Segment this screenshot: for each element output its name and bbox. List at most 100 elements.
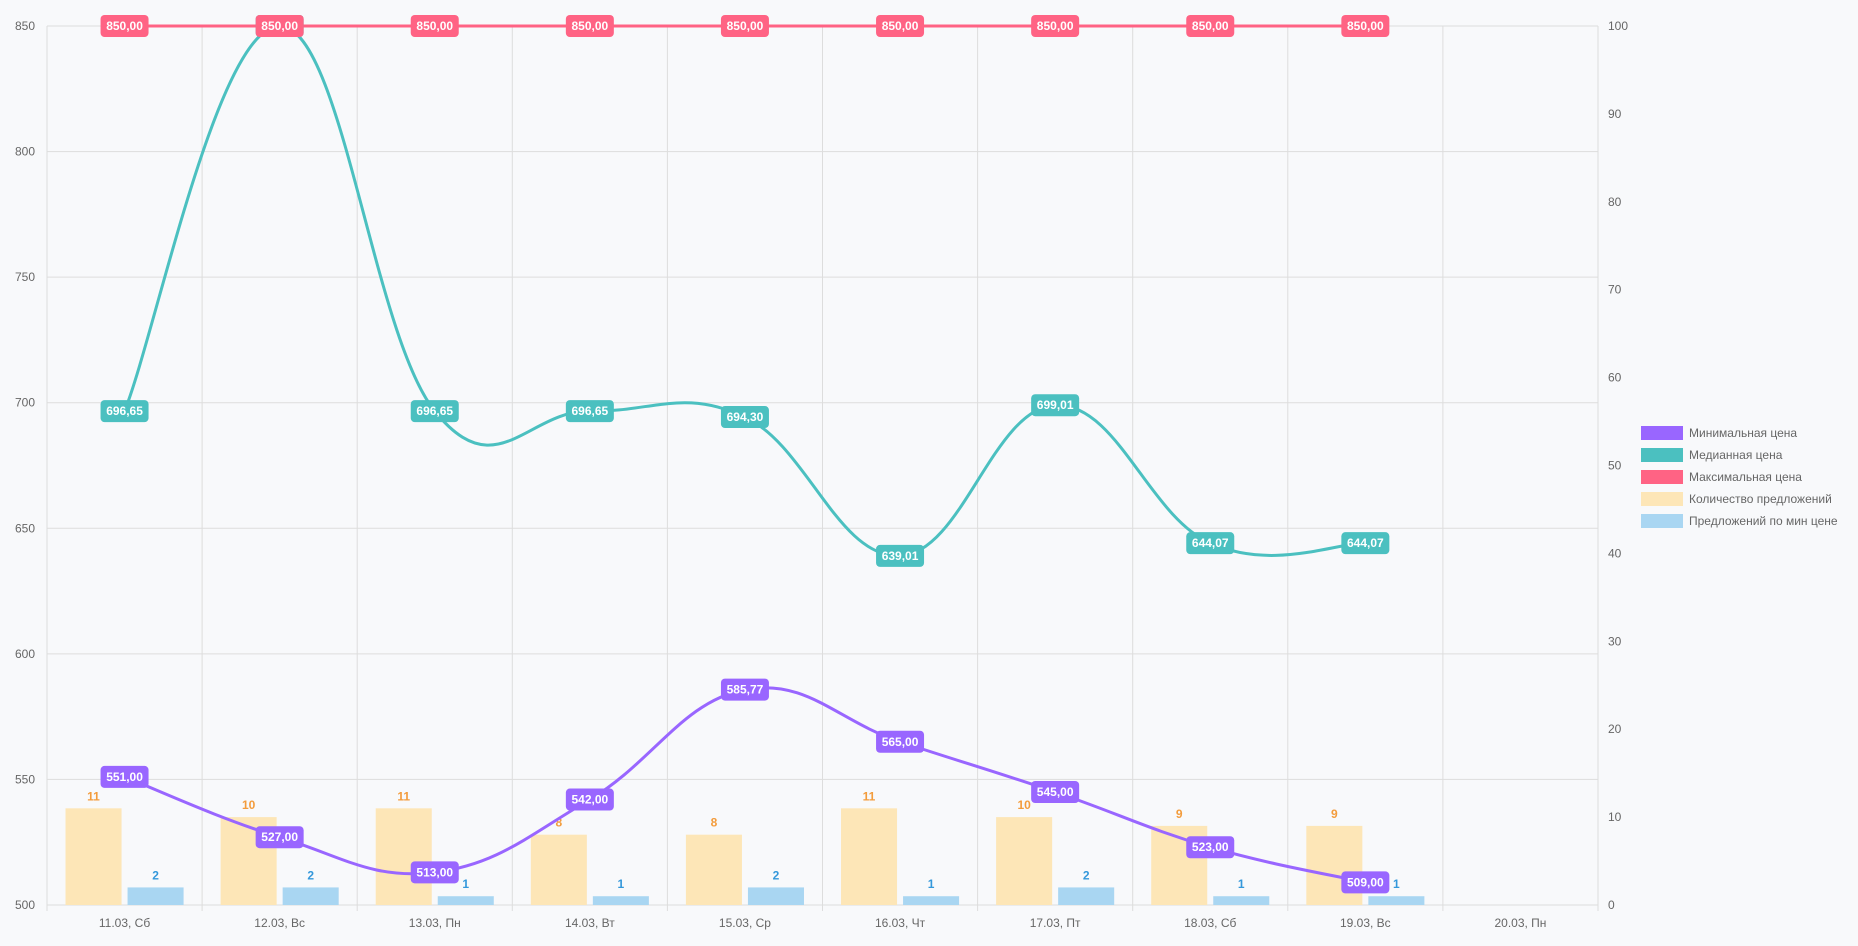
y-left-tick-label: 800 [15,145,35,159]
bar-value-label: 8 [711,816,718,830]
bar-value-label: 2 [1083,868,1090,882]
x-tick-label: 11.03, Сб [99,916,150,930]
bar-value-label: 2 [152,868,159,882]
y-right-tick-label: 100 [1608,19,1628,33]
value-pill-максимальная-цена [1341,15,1390,37]
x-tick-label: 17.03, Пт [1030,916,1081,930]
bar-количество-предложений [375,808,432,905]
bar-value-label: 1 [1238,877,1245,891]
bar-value-label: 1 [1393,877,1400,891]
bar-количество-предложений [841,808,898,905]
value-pill-label: 509,00 [1347,875,1384,889]
value-pill-медианная-цена [1186,532,1235,555]
y-left-tick-label: 750 [15,270,35,284]
value-pill-label: 565,00 [882,735,919,749]
bar-количество-предложений [530,834,587,905]
value-pill-максимальная-цена [410,15,459,37]
value-pill-label: 527,00 [261,830,298,844]
bar-value-label: 1 [462,877,469,891]
value-pill-label: 850,00 [106,19,143,33]
value-pill-медианная-цена [565,400,614,423]
line-медианная-цена [123,24,1366,558]
y-left-tick-label: 600 [15,647,35,661]
bar-value-label: 2 [773,868,780,882]
bar-предложений-по-мин-цене [747,887,804,905]
bar-value-label: 2 [307,868,314,882]
value-pill-label: 545,00 [1037,785,1074,799]
y-left-tick-label: 850 [15,19,35,33]
legend-swatch [1641,448,1683,462]
legend-item[interactable]: Медианная цена [1641,444,1838,466]
legend-item[interactable]: Минимальная цена [1641,422,1838,444]
bar-value-label: 11 [397,789,410,803]
value-pill-label: 644,07 [1192,536,1229,550]
x-tick-label: 12.03, Вс [254,916,305,930]
value-pill-label: 850,00 [727,19,764,33]
value-pill-label: 523,00 [1192,840,1229,854]
x-tick-label: 16.03, Чт [875,916,926,930]
bar-предложений-по-мин-цене [1058,887,1115,905]
bar-количество-предложений [996,817,1053,905]
y-right-tick-label: 0 [1608,898,1615,912]
value-pill-label: 696,65 [416,404,453,418]
value-pill-медианная-цена [410,400,459,423]
value-pill-максимальная-цена [1031,15,1080,37]
value-pill-label: 551,00 [106,770,143,784]
value-pill-минимальная-цена [255,826,304,849]
value-pill-label: 850,00 [1192,19,1229,33]
value-pill-максимальная-цена [876,15,925,37]
legend-item[interactable]: Предложений по мин цене [1641,510,1838,532]
y-right-tick-label: 40 [1608,546,1622,560]
value-pill-медианная-цена [1341,532,1390,555]
value-pill-минимальная-цена [100,765,149,788]
value-pill-минимальная-цена [565,788,614,811]
value-pill-label: 850,00 [1347,19,1384,33]
bar-предложений-по-мин-цене [903,896,960,905]
y-right-tick-label: 90 [1608,107,1622,121]
y-left-tick-label: 650 [15,521,35,535]
bar-количество-предложений [65,808,122,905]
value-pill-label: 696,65 [571,404,608,418]
x-tick-label: 14.03, Вт [565,916,615,930]
bar-количество-предложений [685,834,742,905]
x-tick-label: 13.03, Пн [409,916,461,930]
y-right-tick-label: 70 [1608,283,1622,297]
value-pill-минимальная-цена [876,730,925,753]
legend-swatch [1641,514,1683,528]
value-pill-минимальная-цена [720,678,769,701]
x-tick-label: 15.03, Ср [719,916,771,930]
legend-label: Максимальная цена [1689,470,1802,484]
value-pill-label: 850,00 [882,19,919,33]
bar-предложений-по-мин-цене [1213,896,1270,905]
bar-предложений-по-мин-цене [437,896,494,905]
value-pill-label: 644,07 [1347,536,1384,550]
value-pill-label: 513,00 [416,865,453,879]
y-right-tick-label: 30 [1608,634,1622,648]
bar-предложений-по-мин-цене [592,896,649,905]
legend-label: Предложений по мин цене [1689,514,1838,528]
legend-swatch [1641,426,1683,440]
value-pill-label: 694,30 [727,410,764,424]
value-pill-label: 542,00 [571,793,608,807]
legend-item[interactable]: Количество предложений [1641,488,1838,510]
legend-label: Медианная цена [1689,448,1783,462]
value-pill-label: 850,00 [571,19,608,33]
y-left-tick-label: 550 [15,772,35,786]
bar-value-label: 9 [1331,807,1338,821]
x-tick-label: 20.03, Пн [1494,916,1546,930]
value-pill-максимальная-цена [255,15,304,37]
bar-value-label: 11 [87,789,100,803]
bar-value-label: 8 [555,816,562,830]
bar-value-label: 10 [242,798,256,812]
bar-value-label: 10 [1017,798,1031,812]
bar-предложений-по-мин-цене [282,887,339,905]
value-pill-медианная-цена [720,406,769,429]
value-pill-label: 585,77 [727,683,764,697]
value-pill-label: 850,00 [1037,19,1074,33]
legend-item[interactable]: Максимальная цена [1641,466,1838,488]
chart-legend: Минимальная цена Медианная цена Максимальн… [1641,422,1838,532]
value-pill-минимальная-цена [1186,836,1235,859]
y-right-tick-label: 20 [1608,722,1622,736]
